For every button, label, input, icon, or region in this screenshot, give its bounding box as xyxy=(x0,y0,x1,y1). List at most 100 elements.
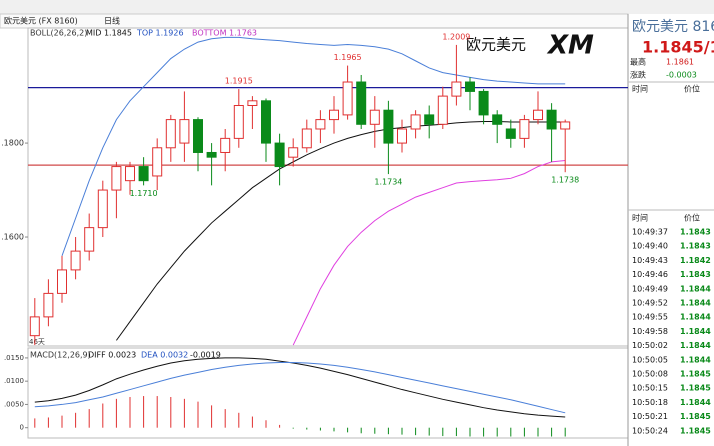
tick-time: 10:50:15 xyxy=(632,384,668,393)
macd-dea: DEA 0.0032 xyxy=(141,351,188,360)
tick-time: 10:50:08 xyxy=(632,370,668,379)
symbol[interactable]: 欧元美元 (FX 8160) xyxy=(4,16,78,26)
tick-price: 1.1844 xyxy=(680,313,711,322)
candle-body xyxy=(288,147,299,158)
annotation: 1.2009 xyxy=(442,32,470,41)
candle-body xyxy=(233,105,244,139)
candle-body xyxy=(397,128,407,144)
tick-time: 10:49:52 xyxy=(632,299,668,308)
line-mid xyxy=(115,120,566,341)
toolbar xyxy=(0,0,714,14)
candle-body xyxy=(84,227,95,252)
y-tick-label: .1600 xyxy=(1,233,24,242)
y-tick-label: .0100 xyxy=(4,377,24,385)
tick-price: 1.1844 xyxy=(680,398,711,407)
candle-body xyxy=(451,81,462,97)
col-time: 时间 xyxy=(632,213,648,223)
tick-price: 1.1845 xyxy=(680,370,711,379)
logo-text: 欧元美元 xyxy=(466,36,526,54)
col-time: 时间 xyxy=(632,84,648,94)
tick-price: 1.1844 xyxy=(680,341,711,350)
y-tick-label: .0150 xyxy=(4,354,24,362)
candle-body xyxy=(465,81,475,92)
tick-time: 10:49:55 xyxy=(632,313,668,322)
candle-body xyxy=(492,114,503,125)
symbol-bar xyxy=(0,13,629,29)
y-tick-label: .0050 xyxy=(4,400,24,408)
tick-price: 1.1844 xyxy=(680,355,711,364)
panel-price: 1.1845/1 xyxy=(642,38,714,57)
candle-body xyxy=(193,119,203,153)
tick-price: 1.1845 xyxy=(680,412,711,421)
tick-price: 1.1845 xyxy=(680,426,711,435)
tick-price: 1.1845 xyxy=(680,384,711,393)
tick-price: 1.1843 xyxy=(680,270,711,279)
macd-hist: -0.0019 xyxy=(190,351,221,360)
candle-body xyxy=(424,114,435,125)
candle-body xyxy=(478,90,489,116)
tick-price: 1.1842 xyxy=(680,256,711,265)
tick-time: 10:49:46 xyxy=(632,270,668,279)
annotation: 1.1734 xyxy=(374,178,402,187)
tick-time: 10:50:21 xyxy=(632,412,668,421)
line-bottom xyxy=(292,159,566,346)
candle-body xyxy=(533,109,543,121)
annotation: 1.1915 xyxy=(225,77,253,86)
change-label: 涨跌 xyxy=(630,70,646,80)
tick-time: 10:49:58 xyxy=(632,327,668,336)
boll-bottom: BOTTOM 1.1763 xyxy=(192,29,257,38)
candle-body xyxy=(70,250,81,271)
period[interactable]: 日线 xyxy=(104,16,120,26)
candle-body xyxy=(329,109,339,121)
change-value: -0.0003 xyxy=(666,71,697,80)
candle-body xyxy=(43,292,54,318)
candle-body xyxy=(369,109,380,125)
candle-body xyxy=(138,166,149,182)
tick-price: 1.1844 xyxy=(680,327,711,336)
logo-mark: XM xyxy=(546,31,594,61)
panel-name: 欧元美元 816 xyxy=(632,19,714,35)
candle-body xyxy=(152,147,163,177)
footnote: 46天 xyxy=(29,338,45,346)
tick-time: 10:50:18 xyxy=(632,398,668,407)
annotation: 1.1710 xyxy=(130,189,158,198)
candle-body xyxy=(274,142,285,168)
tick-time: 10:50:02 xyxy=(632,341,668,350)
tick-price: 1.1843 xyxy=(680,228,711,237)
high-value: 1.1861 xyxy=(666,58,694,67)
tick-time: 10:50:24 xyxy=(632,426,668,435)
candle-body xyxy=(560,121,571,130)
candle-body xyxy=(29,316,40,337)
tick-price: 1.1843 xyxy=(680,242,711,251)
macd-title: MACD(12,26,9) xyxy=(30,351,91,360)
candle-body xyxy=(383,109,394,144)
tick-time: 10:49:40 xyxy=(632,242,668,251)
candle-body xyxy=(97,189,108,229)
candle-body xyxy=(356,81,367,125)
col-price: 价位 xyxy=(684,213,700,223)
tick-price: 1.1844 xyxy=(680,299,711,308)
candle-body xyxy=(301,128,312,149)
candle-body xyxy=(57,269,67,294)
candle-body xyxy=(315,119,326,130)
annotation: 1.1965 xyxy=(334,53,362,62)
tick-time: 10:49:49 xyxy=(632,284,668,293)
line-top xyxy=(61,36,566,256)
candle-body xyxy=(261,100,271,144)
macd-diff: DIFF 0.0023 xyxy=(88,351,136,360)
high-label: 最高 xyxy=(630,57,646,67)
candle-body xyxy=(546,109,557,130)
line-diff xyxy=(34,357,566,418)
candle-body xyxy=(165,119,176,149)
candle-body xyxy=(111,166,122,191)
candle-body xyxy=(179,119,190,144)
line-dea xyxy=(34,362,566,414)
candle-body xyxy=(410,114,421,130)
candle-body xyxy=(342,81,353,116)
y-tick-label: .1800 xyxy=(1,139,24,148)
candle-body xyxy=(206,151,217,158)
candle-body xyxy=(220,137,231,153)
boll-mid: MID 1.1845 xyxy=(86,29,132,38)
y-tick-label: 0 xyxy=(20,424,24,432)
